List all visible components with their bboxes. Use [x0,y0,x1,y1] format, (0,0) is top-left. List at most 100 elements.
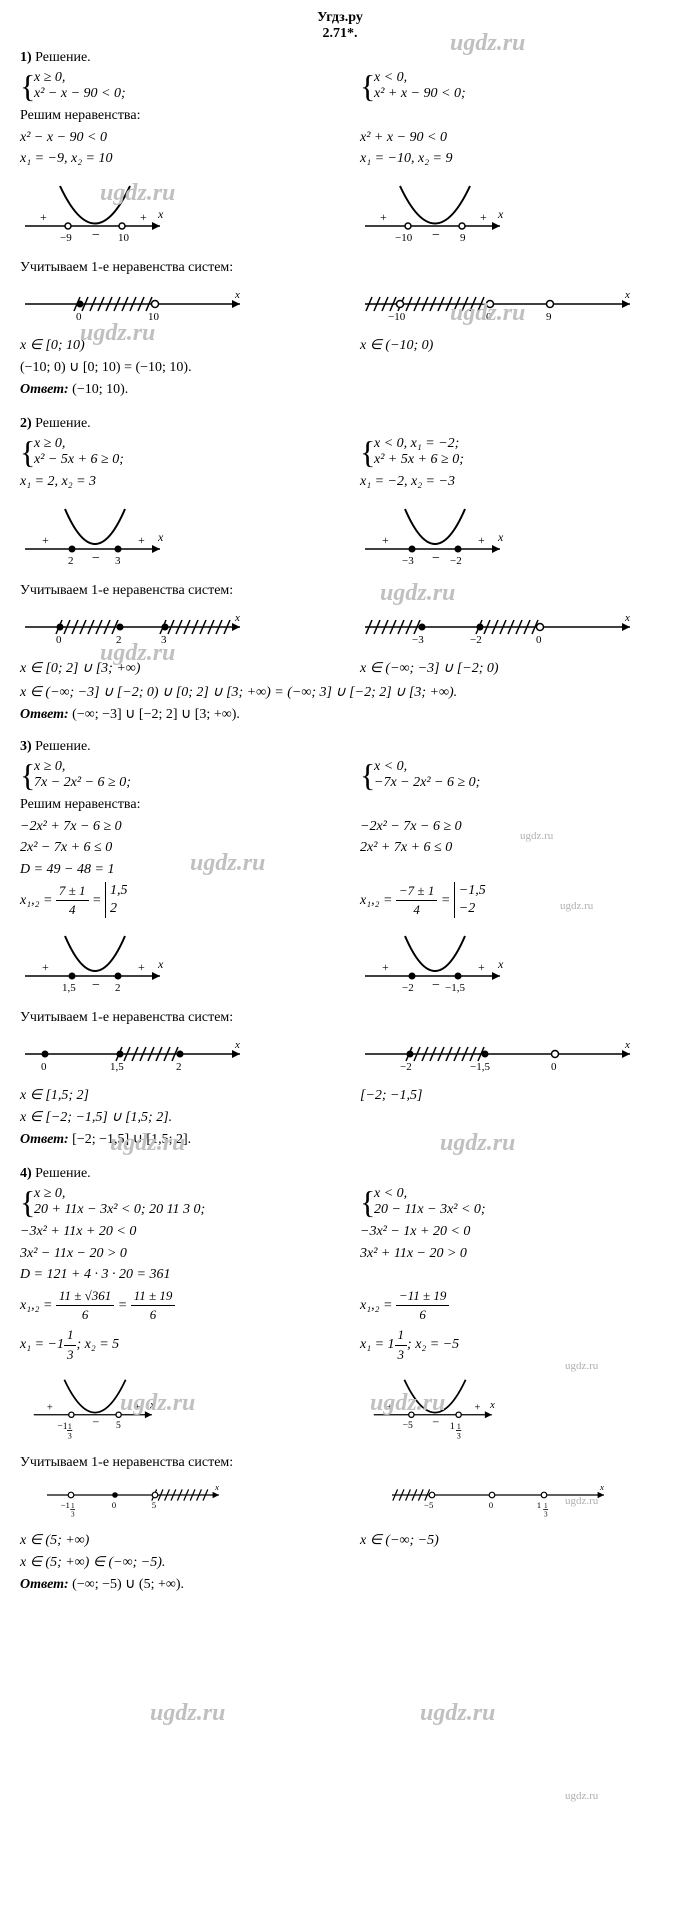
answer: [−2; −1,5] ∪ [1,5; 2]. [72,1132,191,1147]
p1-title: Решение. [35,50,91,65]
parabola-diagram: +−+ x 1,52 [20,926,170,996]
svg-text:−: − [432,978,440,993]
svg-text:+: + [47,1402,53,1413]
sys-line: x < 0, [374,759,660,775]
svg-text:−: − [92,551,100,566]
svg-text:−3: −3 [412,634,424,646]
sys-line: x ≥ 0, [34,70,320,86]
p4-num: 4) [20,1166,32,1181]
svg-text:3: 3 [115,555,121,567]
p3-title: Решение. [35,739,91,754]
svg-text:+: + [478,960,485,974]
union: x ∈ (5; +∞) ∈ (−∞; −5). [20,1553,320,1573]
numberline: −2 −1,5 0 x [360,1034,640,1074]
svg-text:x: x [599,1483,604,1493]
svg-text:x: x [497,957,504,971]
parabola-diagram: +−+ x −109 [360,176,510,246]
roots: x₁ = −10, x₂ = 9 [360,149,660,169]
numberline: 010 x [20,284,250,324]
svg-text:10: 10 [148,311,160,323]
eq: x² + x − 90 < 0 [360,128,660,148]
answer: (−10; 10). [72,382,128,397]
numberline: −50 11 3 x [360,1479,640,1519]
result: x ∈ [0; 10) [20,336,320,356]
watermark: ugdz.ru [420,1700,495,1727]
svg-text:0: 0 [551,1061,557,1073]
svg-text:10: 10 [118,232,130,244]
solve-label: Решим неравенства: [20,795,320,815]
svg-text:9: 9 [460,232,466,244]
svg-text:0: 0 [486,311,492,323]
svg-text:0: 0 [41,1061,47,1073]
p2-system2: x < 0, x₁ = −2; x² + 5x + 6 ≥ 0; [360,436,660,468]
roots: x₁ = −9, x₂ = 10 [20,149,320,169]
svg-text:1: 1 [71,1502,75,1510]
consider: Учитываем 1-е неравенства систем: [20,1453,660,1473]
svg-text:+: + [474,1402,480,1413]
p2-title: Решение. [35,416,91,431]
problem-4: 4) Решение. x ≥ 0, 20 + 11x − 3x² < 0; 2… [20,1166,660,1596]
svg-text:2: 2 [68,555,74,567]
svg-text:x: x [234,289,240,301]
svg-text:x: x [157,530,164,544]
sys-line: x < 0, [374,70,660,86]
sys-line: x² − x − 90 < 0; [34,86,320,102]
parabola-diagram: +−+ x −3−2 [360,499,510,569]
roots-formula: x₁,₂ = −11 ± 196 [360,1287,660,1324]
numberline: −1009 x [360,284,640,324]
union: x ∈ (−∞; −3] ∪ [−2; 0) ∪ [0; 2] ∪ [3; +∞… [20,683,660,703]
svg-text:+: + [42,533,49,547]
svg-text:−1,5: −1,5 [470,1061,490,1073]
watermark-small: ugdz.ru [565,1790,598,1802]
parabola-diagram: +−+ x −910 [20,176,170,246]
svg-text:−: − [432,228,440,243]
union: (−10; 0) ∪ [0; 10) = (−10; 10). [20,358,320,378]
svg-text:−1: −1 [57,1421,67,1432]
svg-text:x: x [624,1039,630,1051]
answer: (−∞; −3] ∪ [−2; 2] ∪ [3; +∞). [72,707,240,722]
p3-system2: x < 0, −7x − 2x² − 6 ≥ 0; [360,759,660,791]
problem-1: 1) Решение. x ≥ 0, x² − x − 90 < 0; Реши… [20,50,660,401]
svg-text:1: 1 [68,1422,72,1431]
sys-line: x² − 5x + 6 ≥ 0; [34,452,320,468]
problem-3: 3) Решение. x ≥ 0, 7x − 2x² − 6 ≥ 0; Реш… [20,739,660,1151]
sys-line: x ≥ 0, [34,1186,320,1202]
answer-label: Ответ: [20,1577,69,1592]
svg-text:−2: −2 [400,1061,412,1073]
svg-text:+: + [134,1402,140,1413]
svg-text:−10: −10 [395,232,413,244]
p4-title: Решение. [35,1166,91,1181]
eq: 3x² − 11x − 20 > 0 [20,1244,320,1264]
svg-text:x: x [624,612,630,624]
result: x ∈ (5; +∞) [20,1531,320,1551]
problem-number: 2.71*. [20,26,660,42]
svg-text:−: − [432,551,440,566]
answer-label: Ответ: [20,1132,69,1147]
svg-text:0: 0 [536,634,542,646]
sys-line: x ≥ 0, [34,436,320,452]
svg-text:−3: −3 [402,555,414,567]
result: x ∈ (−10; 0) [360,336,660,356]
parabola-diagram: +−+ x −2−1,5 [360,926,510,996]
svg-text:+: + [382,960,389,974]
roots: x₁ = −2, x₂ = −3 [360,472,660,492]
svg-text:−1,5: −1,5 [445,982,465,994]
parabola-diagram: +−+ x −11 3 5 [20,1371,170,1441]
eq: −3x² + 11x + 20 < 0 [20,1222,320,1242]
svg-text:3: 3 [71,1511,75,1519]
roots: x₁ = 2, x₂ = 3 [20,472,320,492]
roots-formula: x₁,₂ = −7 ± 14 = −1,5−2 [360,882,660,919]
sys-line: 20 + 11x − 3x² < 0; 20 11 3 0; [34,1202,320,1218]
svg-text:−: − [92,978,100,993]
svg-text:2: 2 [116,634,122,646]
svg-text:+: + [42,960,49,974]
svg-text:1,5: 1,5 [62,982,76,994]
discriminant: D = 49 − 48 = 1 [20,860,320,880]
svg-text:x: x [157,207,164,221]
svg-text:−1: −1 [61,1500,70,1510]
sys-line: x < 0, [374,1186,660,1202]
p3-num: 3) [20,739,32,754]
eq: x² − x − 90 < 0 [20,128,320,148]
svg-text:3: 3 [457,1431,461,1440]
sys-line: x² + x − 90 < 0; [374,86,660,102]
